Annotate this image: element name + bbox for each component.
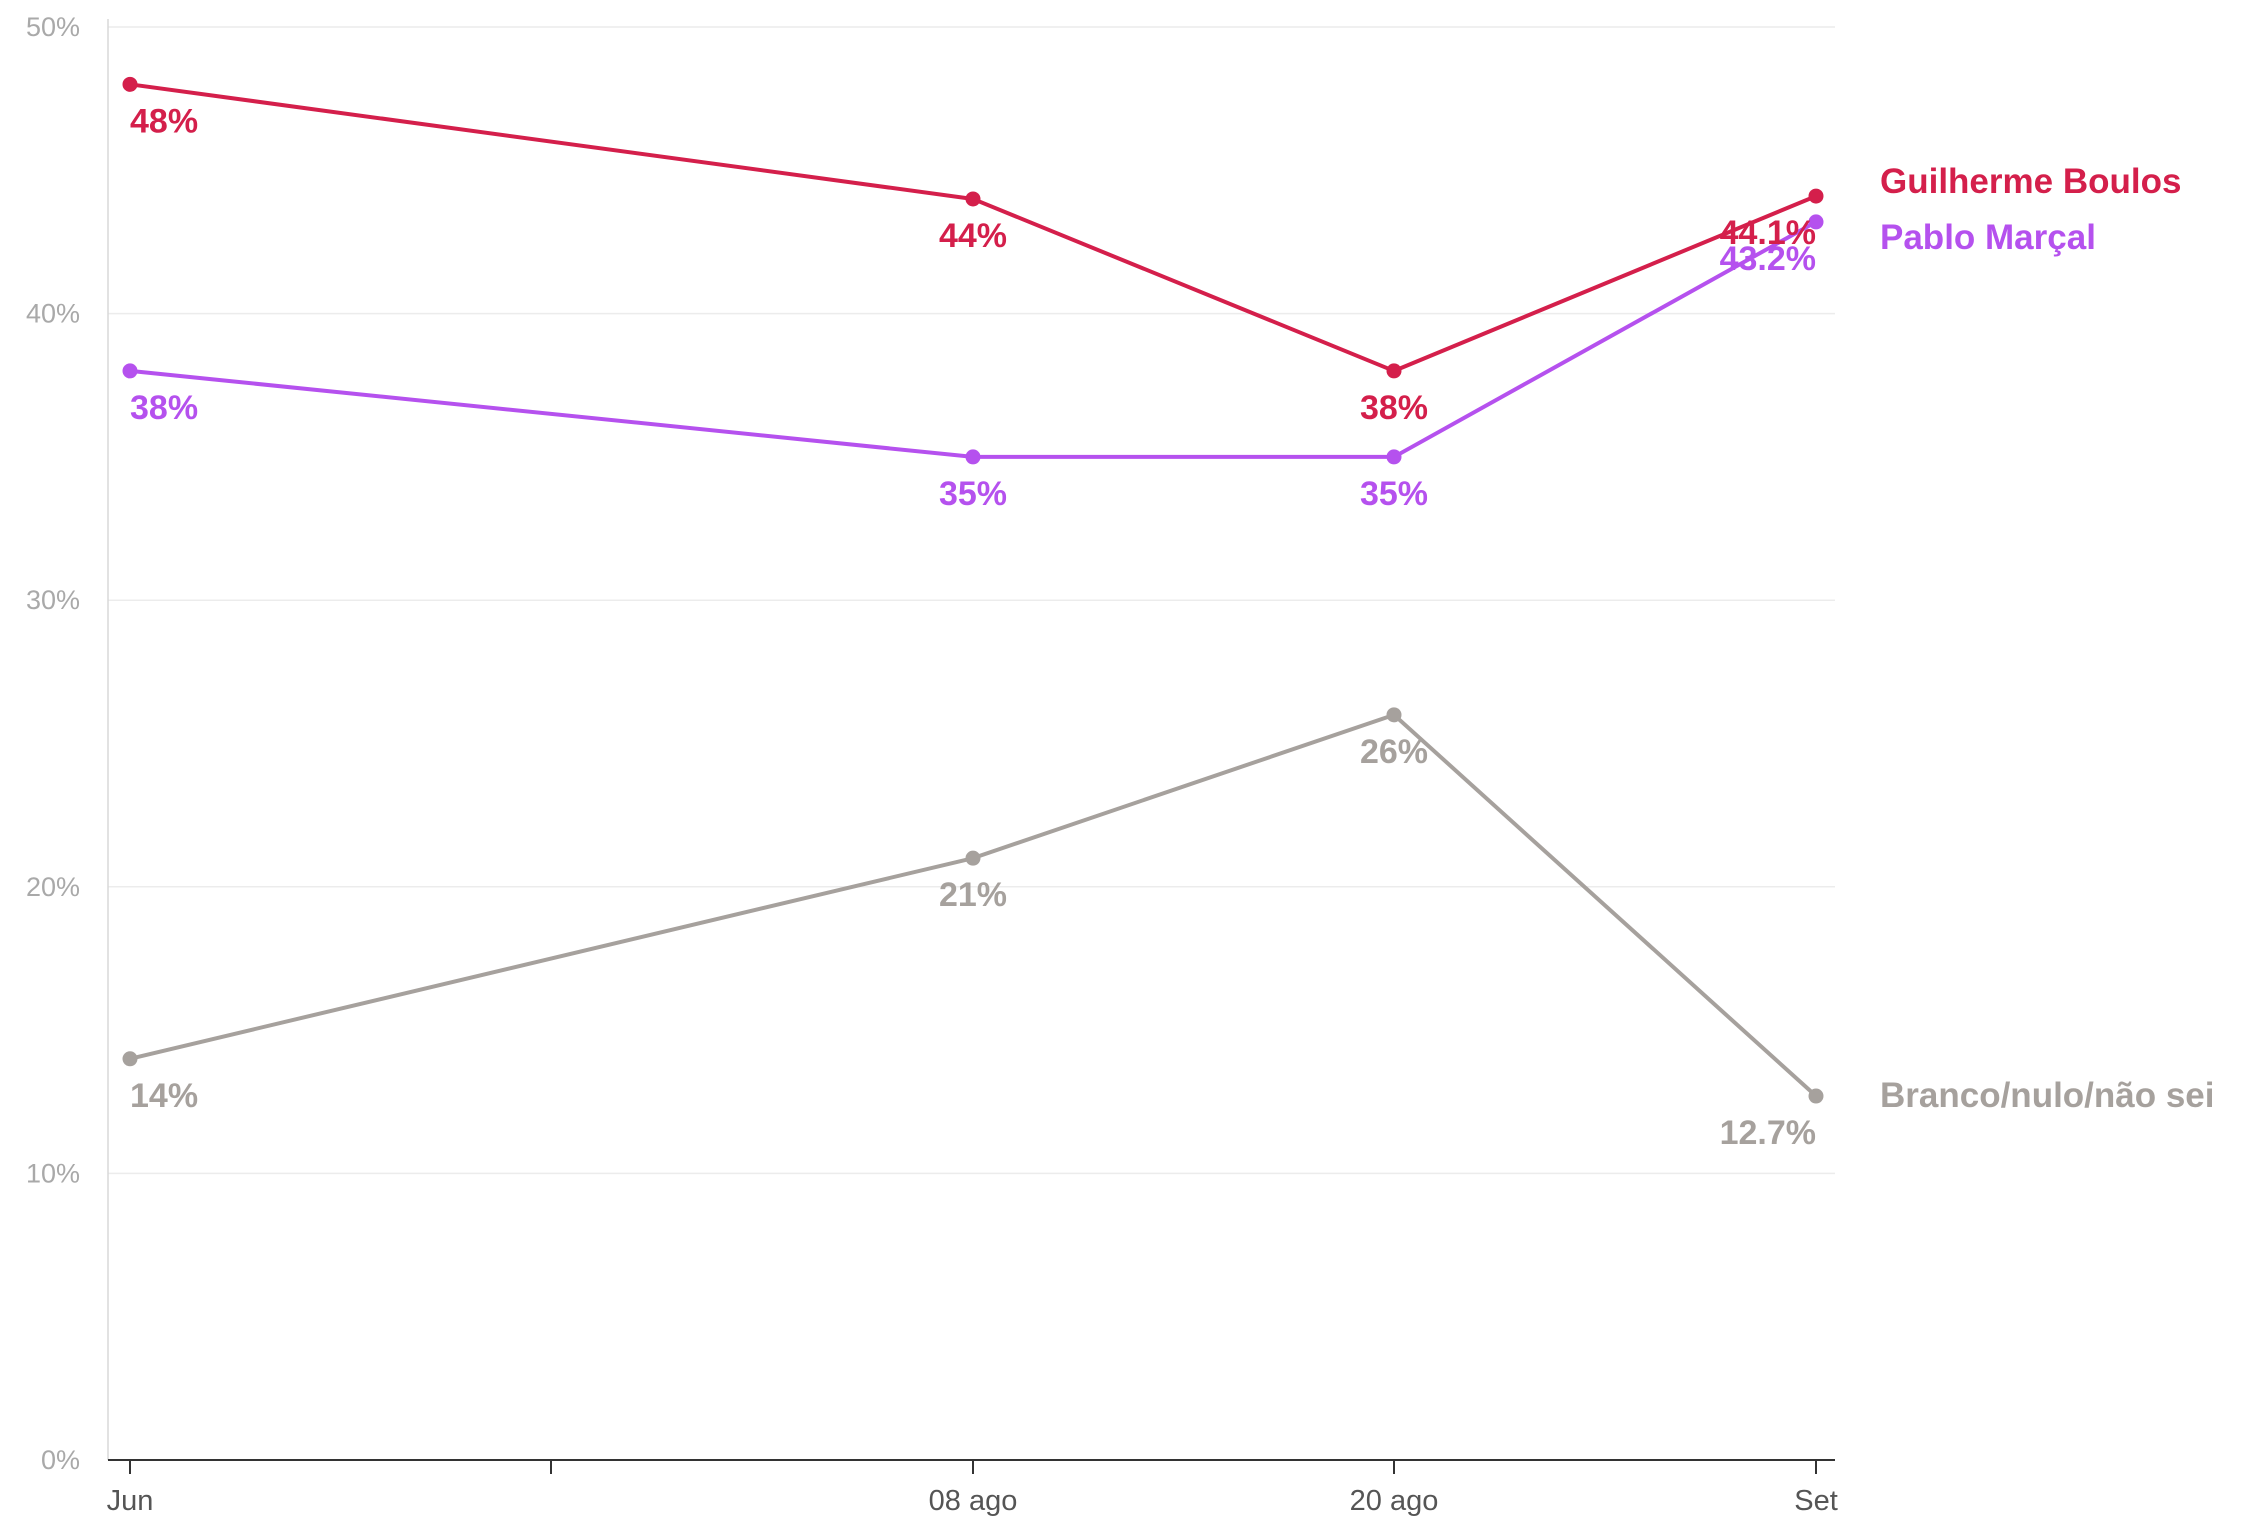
data-label-guilherme-boulos: 44% [939,217,1007,255]
series-line-guilherme-boulos [128,82,1818,373]
grid-lines [108,26,1835,1175]
data-label-pablo-mar-al: 43.2% [1720,240,1816,278]
x-tick-label: 20 ago [1350,1485,1439,1517]
series-lines [122,76,1824,1104]
data-point-branco-nulo-n-o-sei [122,1051,138,1067]
data-point-guilherme-boulos [1808,188,1824,204]
series-line-pablo-mar-al [128,219,1818,459]
y-tick-label: 10% [26,1158,80,1188]
data-point-pablo-mar-al [1808,214,1824,230]
y-tick-label: 40% [26,299,80,329]
y-tick-label: 30% [26,585,80,615]
legend: Guilherme Boulos Pablo Marçal Branco/nulo/… [1880,162,2215,1115]
x-tick-label: Set [1794,1485,1838,1517]
data-label-guilherme-boulos: 44.1% [1720,214,1816,252]
legend-label-branco-nulo-n-o-sei: Branco/nulo/não sei [1880,1076,2215,1115]
data-point-branco-nulo-n-o-sei [965,850,981,866]
series-line-branco-nulo-n-o-sei [128,712,1818,1099]
data-label-branco-nulo-n-o-sei: 21% [939,876,1007,914]
data-point-guilherme-boulos [1386,363,1402,379]
y-tick-label: 50% [26,12,80,42]
data-label-guilherme-boulos: 48% [130,102,198,140]
data-point-branco-nulo-n-o-sei [1386,707,1402,723]
axes: 0% 10% 20% 30% 40% 50% Jun 08 ago 20 ago Set [26,12,1838,1517]
legend-label-guilherme-boulos: Guilherme Boulos [1880,162,2181,201]
data-point-pablo-mar-al [965,449,981,465]
x-tick-label: Jun [107,1485,154,1517]
y-tick-label: 20% [26,872,80,902]
data-label-branco-nulo-n-o-sei: 14% [130,1077,198,1115]
data-point-guilherme-boulos [965,191,981,207]
y-tick-label: 0% [41,1445,80,1475]
data-label-pablo-mar-al: 35% [1360,475,1428,513]
data-point-pablo-mar-al [122,363,138,379]
data-label-guilherme-boulos: 38% [1360,389,1428,427]
x-tick-label: 08 ago [929,1485,1018,1517]
data-label-branco-nulo-n-o-sei: 26% [1360,733,1428,771]
legend-label-pablo-mar-al: Pablo Marçal [1880,218,2096,257]
data-label-pablo-mar-al: 35% [939,475,1007,513]
data-point-guilherme-boulos [122,76,138,92]
data-labels: 48% 44% 38% 44.1% 38% 35% 35% 43.2% 14% 21% 26% 12.… [130,102,1816,1152]
data-label-pablo-mar-al: 38% [130,389,198,427]
data-point-pablo-mar-al [1386,449,1402,465]
data-label-branco-nulo-n-o-sei: 12.7% [1720,1114,1816,1152]
data-point-branco-nulo-n-o-sei [1808,1088,1824,1104]
